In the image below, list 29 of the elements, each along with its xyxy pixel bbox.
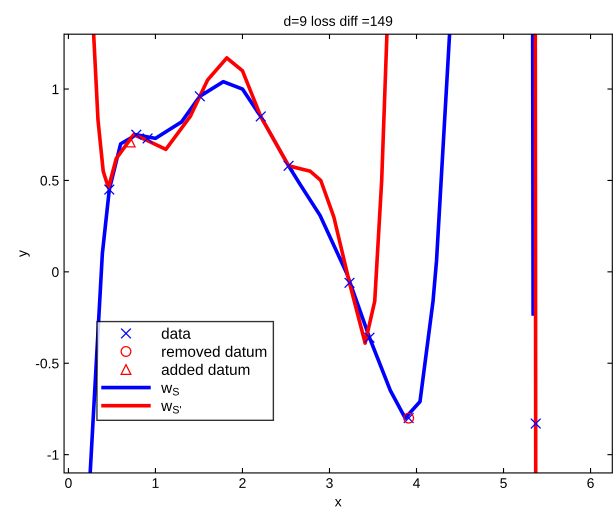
legend-label: removed datum	[162, 346, 266, 357]
x-tick-label: 4	[412, 478, 420, 488]
y-tick-label: 0.5	[40, 176, 59, 186]
x-axis-title: x	[334, 499, 342, 506]
y-tick-label: 1	[52, 84, 59, 94]
point	[142, 132, 154, 144]
legend-label: added datum	[162, 364, 250, 376]
point	[364, 332, 375, 344]
point	[344, 277, 355, 288]
point	[530, 418, 542, 430]
x-tick-label: 2	[239, 478, 246, 488]
x-tick-label: 5	[500, 478, 507, 488]
y-tick-label: 0	[52, 267, 59, 278]
point	[283, 160, 294, 172]
x-tick-label: 1	[152, 478, 159, 488]
legend-label: w$_{S}$	[161, 384, 179, 396]
legend-label: w$_{S'}$	[161, 402, 181, 414]
x-tick-label: 6	[587, 478, 594, 488]
point	[194, 90, 206, 102]
point	[255, 110, 266, 122]
legend-label: data	[162, 328, 191, 339]
x-tick-label: 3	[326, 478, 333, 488]
point	[130, 129, 142, 140]
y-tick-label: -1	[47, 450, 59, 460]
chart-title: d=9 loss diff =149	[284, 16, 392, 26]
y-tick-label: -0.5	[36, 358, 59, 368]
y-axis-title: y	[20, 250, 30, 257]
x-tick-label: 0	[65, 478, 72, 488]
point	[104, 184, 115, 196]
